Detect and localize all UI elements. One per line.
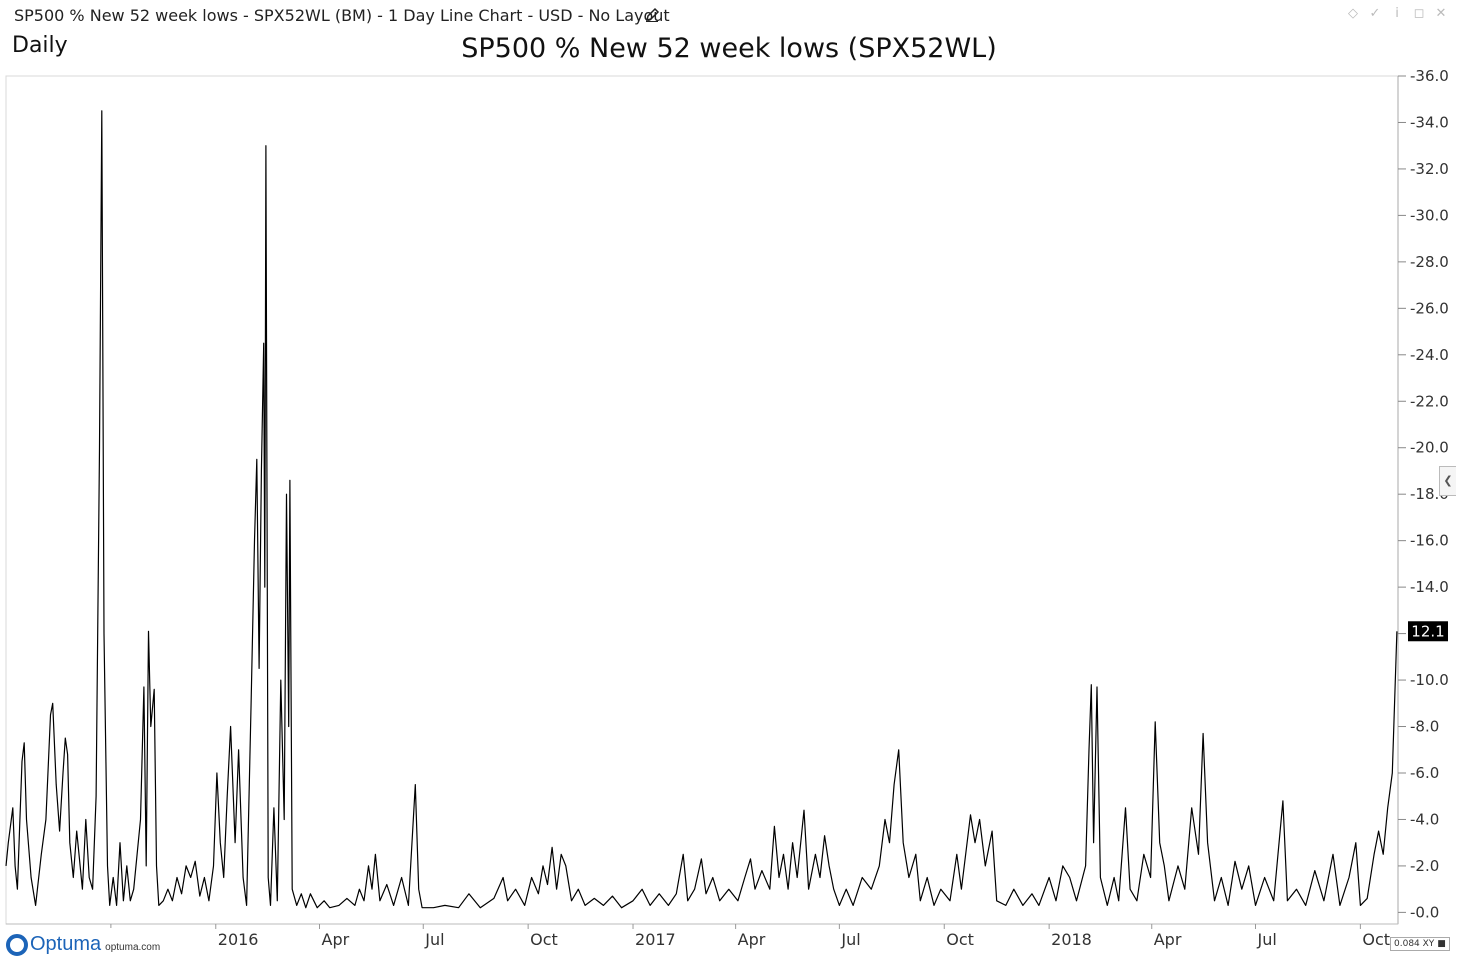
- title-bar: SP500 % New 52 week lows - SPX52WL (BM) …: [0, 0, 1458, 32]
- y-tick-label: -28.0: [1410, 253, 1449, 271]
- diamond-icon[interactable]: ◇: [1348, 6, 1358, 21]
- x-tick-label: Apr: [1154, 930, 1182, 949]
- info-icon[interactable]: i: [1395, 6, 1399, 21]
- x-tick-label: 2017: [635, 930, 676, 949]
- logo-text: Optuma: [30, 933, 102, 955]
- last-value-label: 12.1: [1411, 622, 1444, 640]
- y-tick-label: -36.0: [1410, 67, 1449, 85]
- y-tick-label: -34.0: [1410, 113, 1449, 131]
- pin-icon[interactable]: ✓: [1369, 6, 1381, 21]
- corner-value: 0.084: [1394, 939, 1420, 949]
- series-line: [5, 110, 1398, 909]
- y-tick-label: -0.0: [1410, 903, 1439, 921]
- x-tick-label: Jul: [840, 930, 860, 949]
- y-tick-label: -22.0: [1410, 392, 1449, 410]
- x-tick-label: Apr: [738, 930, 766, 949]
- y-tick-label: -4.0: [1410, 810, 1439, 828]
- collapse-panel-tab[interactable]: ❮: [1439, 466, 1456, 496]
- plot-area: [5, 75, 1399, 925]
- restore-icon[interactable]: ◻: [1413, 6, 1425, 21]
- optuma-logo-mark: [6, 933, 28, 956]
- x-tick-label: Jul: [1256, 930, 1276, 949]
- x-tick-label: Oct: [946, 930, 974, 949]
- last-value-badge: 12.1: [1408, 621, 1448, 642]
- corner-status[interactable]: 0.084 XY ■: [1390, 937, 1450, 951]
- x-tick-label: 2018: [1051, 930, 1092, 949]
- window-controls: ◇ ✓ i ◻ ✕: [1346, 6, 1448, 21]
- y-tick-label: -16.0: [1410, 532, 1449, 550]
- y-tick-label: -10.0: [1410, 671, 1449, 689]
- x-axis-ticks: Oct2016AprJulOct2017AprJulOct2018AprJulO…: [110, 924, 1390, 949]
- optuma-logo: Optuma optuma.com: [6, 928, 161, 961]
- x-tick-label: Jul: [424, 930, 444, 949]
- close-icon[interactable]: ✕: [1435, 6, 1447, 21]
- y-tick-label: -32.0: [1410, 160, 1449, 178]
- y-tick-label: -6.0: [1410, 764, 1439, 782]
- lock-icon: ■: [1437, 939, 1446, 949]
- y-tick-label: -30.0: [1410, 206, 1449, 224]
- x-tick-label: Oct: [1362, 930, 1390, 949]
- y-tick-label: -8.0: [1410, 718, 1439, 736]
- edit-pencil-icon[interactable]: [644, 7, 660, 23]
- chart-title: SP500 % New 52 week lows (SPX52WL): [461, 33, 997, 64]
- y-tick-label: -2.0: [1410, 857, 1439, 875]
- y-tick-label: -26.0: [1410, 299, 1449, 317]
- y-tick-label: -20.0: [1410, 439, 1449, 457]
- y-tick-label: -24.0: [1410, 346, 1449, 364]
- logo-url: optuma.com: [105, 942, 161, 953]
- xy-mode: XY: [1422, 939, 1435, 949]
- window-title: SP500 % New 52 week lows - SPX52WL (BM) …: [14, 6, 670, 25]
- y-tick-label: -14.0: [1410, 578, 1449, 596]
- period-label: Daily: [12, 33, 68, 58]
- x-tick-label: 2016: [218, 930, 259, 949]
- x-tick-label: Apr: [322, 930, 350, 949]
- x-tick-label: Oct: [530, 930, 558, 949]
